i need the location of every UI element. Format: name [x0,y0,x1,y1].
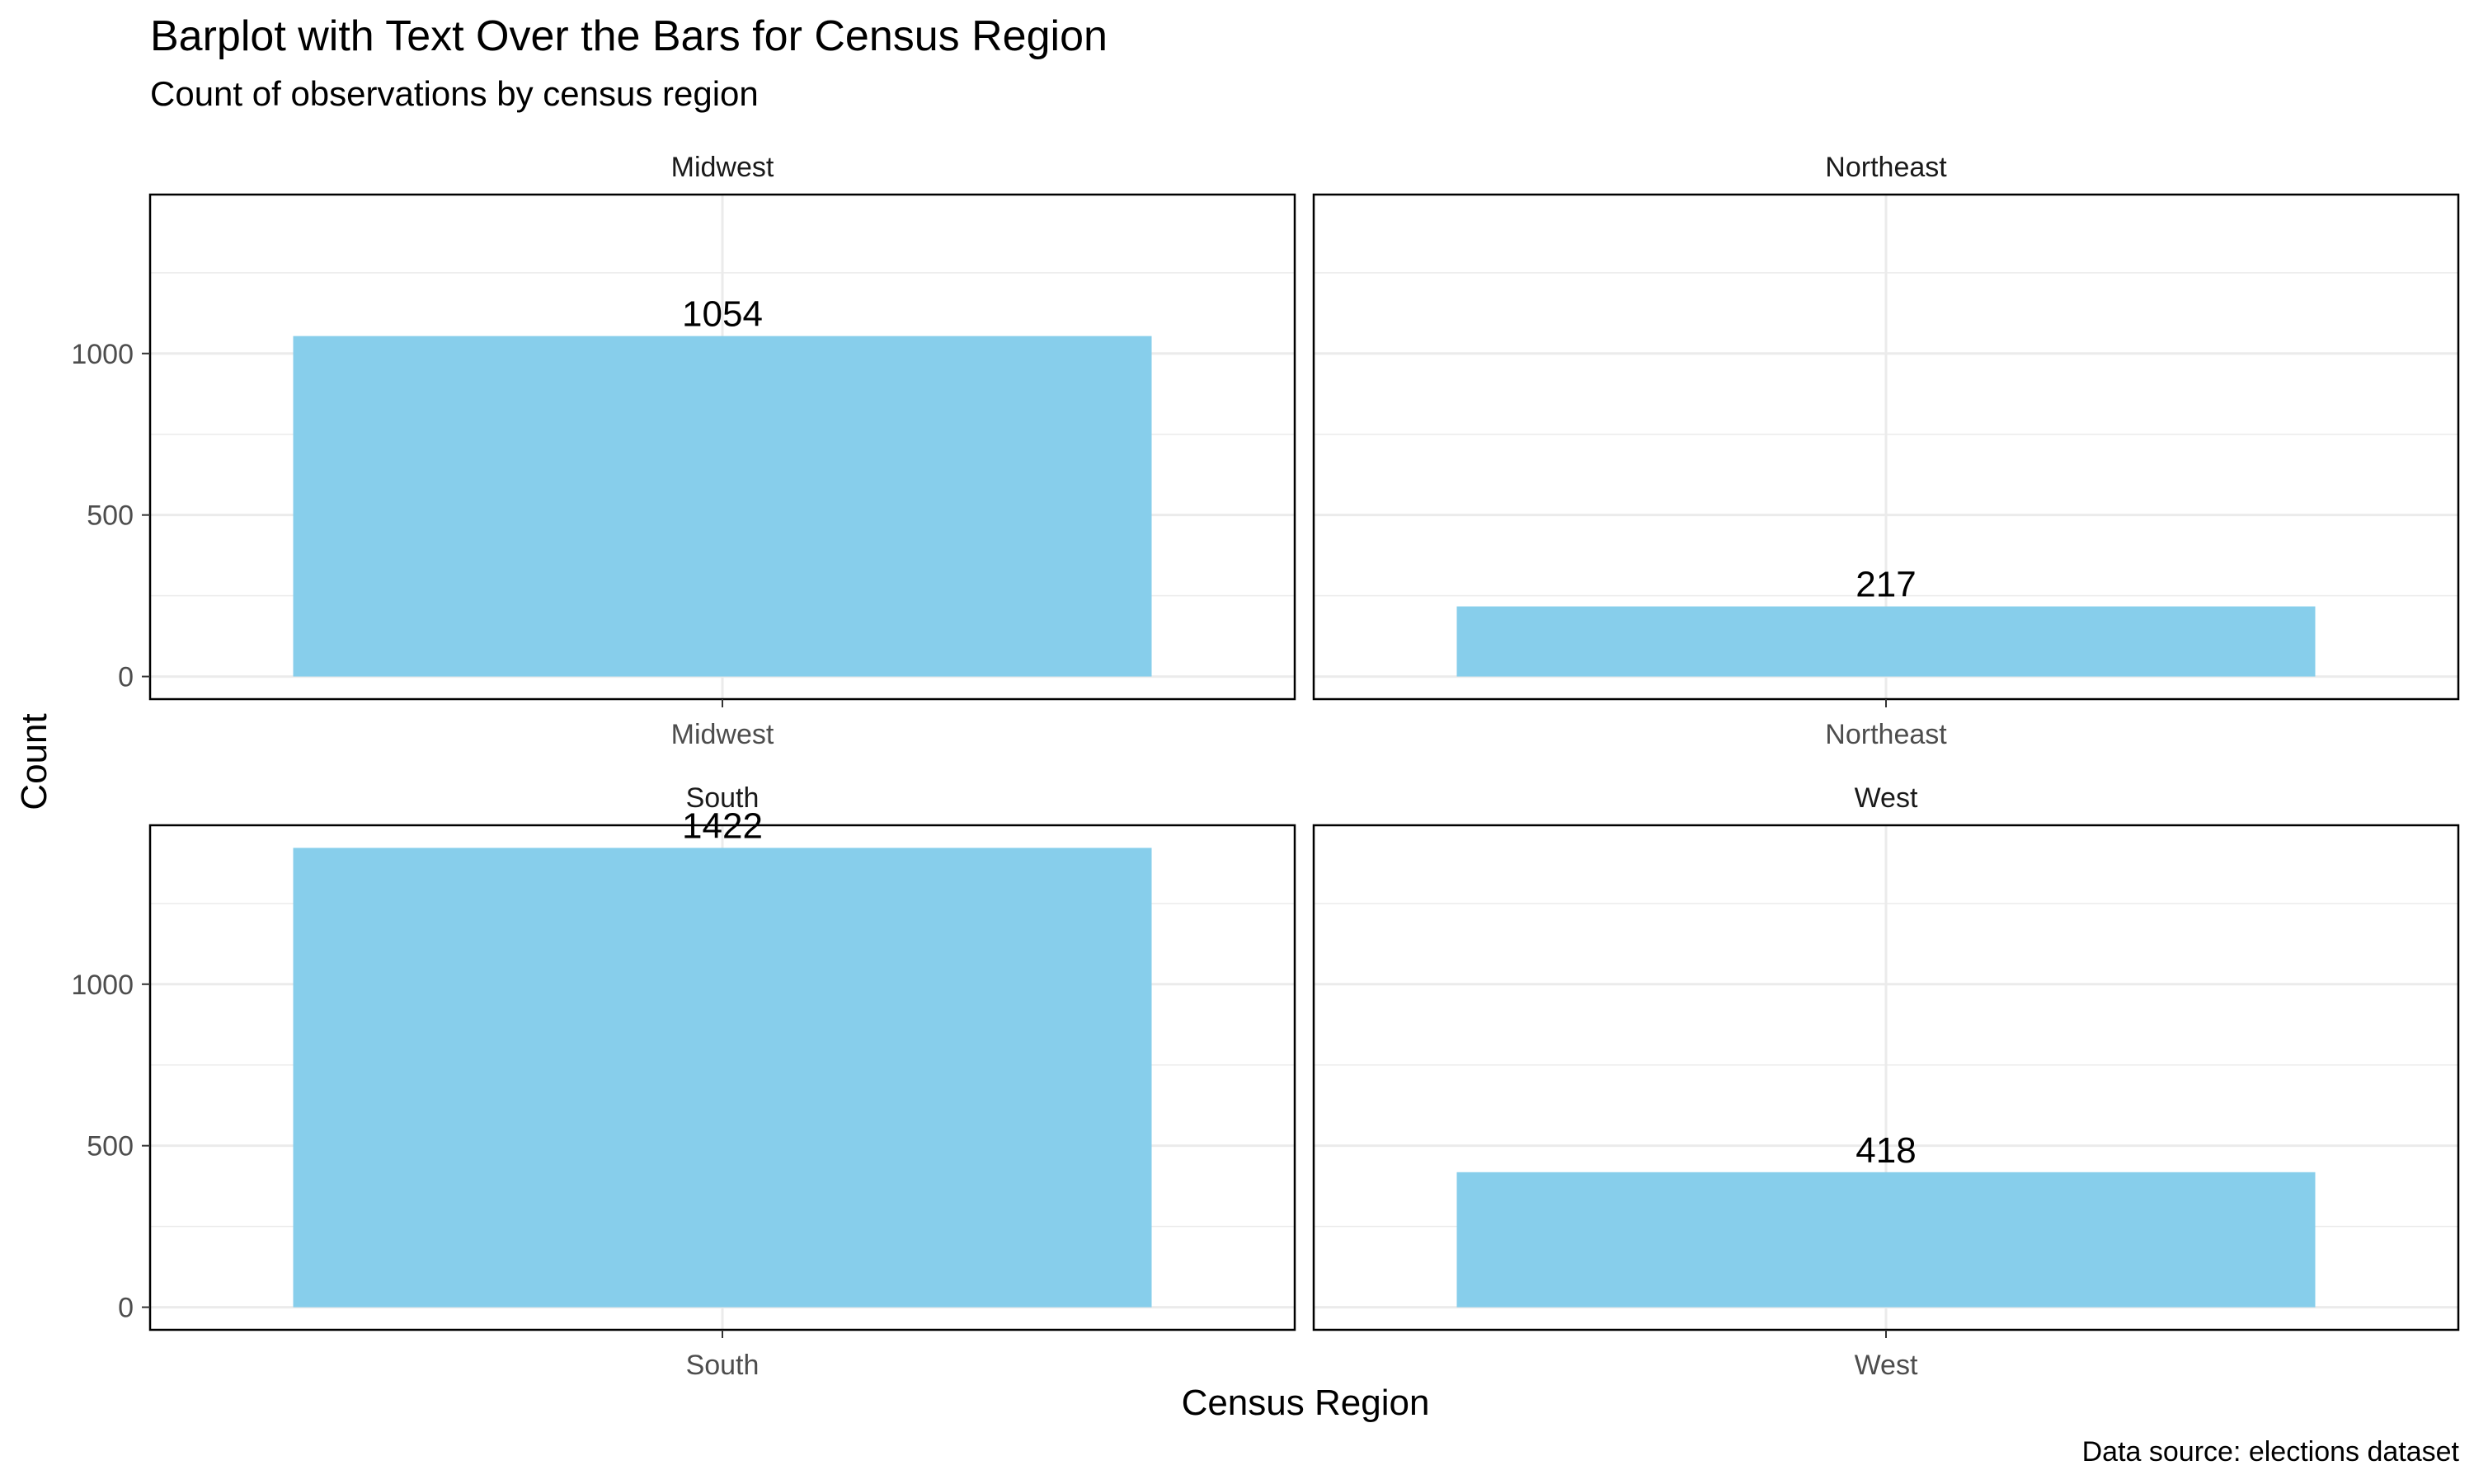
chart-subtitle: Count of observations by census region [150,74,759,113]
y-tick-label: 1000 [71,339,134,370]
y-tick-label: 0 [118,662,134,693]
x-tick-label-south: South [686,1350,760,1381]
y-tick-label: 1000 [71,970,134,1001]
data-label-midwest: 1054 [682,294,763,335]
data-label-west: 418 [1856,1130,1916,1171]
x-axis-title: Census Region [1182,1383,1430,1423]
x-tick-label-midwest: Midwest [671,719,774,750]
bar-northeast [1456,606,2316,677]
x-tick-label-west: West [1855,1350,1918,1381]
facet-strip-south: South [686,782,760,814]
y-tick-label: 500 [87,500,134,532]
chart-title: Barplot with Text Over the Bars for Cens… [150,12,1108,60]
facet-strip-midwest: Midwest [671,152,774,183]
bar-south [293,848,1152,1308]
data-label-northeast: 217 [1856,565,1916,605]
facet-strip-west: West [1855,782,1918,814]
bar-midwest [293,336,1152,677]
x-tick-label-northeast: Northeast [1825,719,1947,750]
chart-caption: Data source: elections dataset [2081,1436,2459,1468]
y-axis-title: Count [14,713,54,810]
y-tick-label: 0 [118,1293,134,1324]
bar-west [1456,1172,2316,1308]
y-tick-label: 500 [87,1131,134,1162]
facet-strip-northeast: Northeast [1825,152,1947,183]
